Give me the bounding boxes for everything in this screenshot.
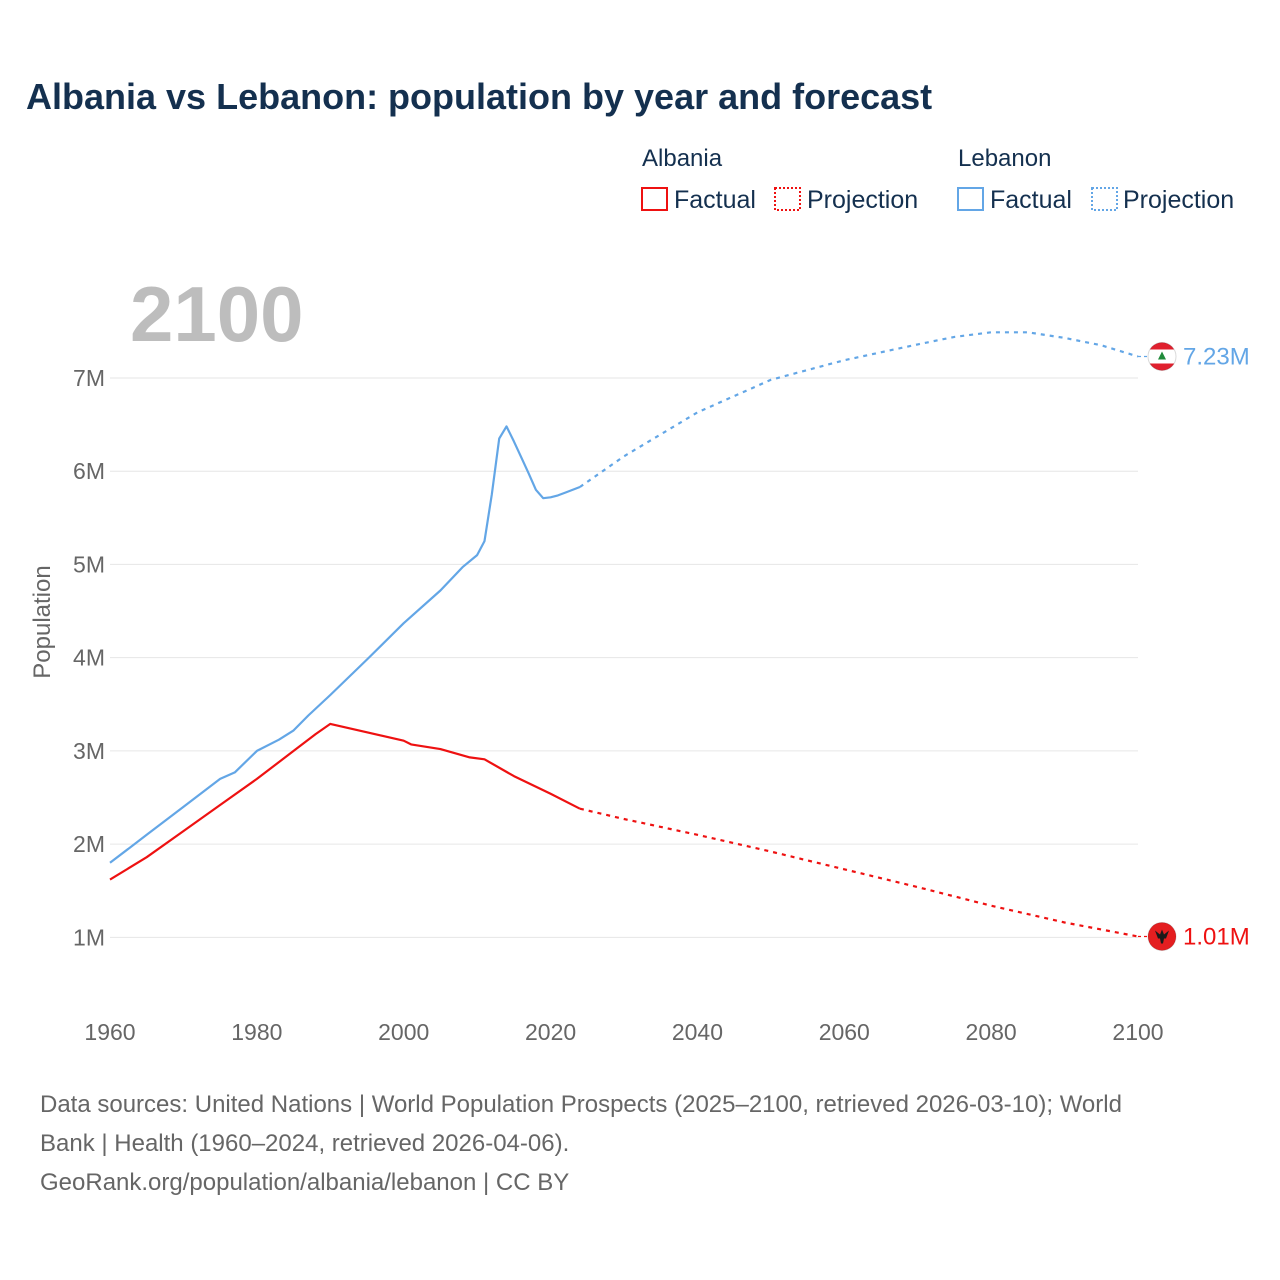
y-axis-ticks: 1M 2M 3M 4M 5M 6M 7M (73, 365, 105, 950)
legend-label-lebanon-factual: Factual (990, 186, 1072, 214)
y-axis-label: Population (29, 565, 56, 678)
source-line-2: Bank | Health (1960–2024, retrieved 2026… (40, 1130, 569, 1157)
x-tick-label: 2080 (966, 1019, 1017, 1045)
legend: Albania Factual Projection Lebanon Factu… (641, 145, 1234, 214)
y-tick-label: 7M (73, 365, 105, 391)
lebanon-projection-line (579, 331, 1139, 488)
y-tick-label: 2M (73, 831, 105, 857)
y-tick-label: 4M (73, 645, 105, 671)
x-tick-label: 2000 (378, 1019, 429, 1045)
legend-swatch-albania-projection (774, 187, 801, 211)
legend-swatch-lebanon-factual (957, 187, 984, 211)
legend-swatch-lebanon-projection (1091, 187, 1118, 211)
x-tick-label: 2060 (819, 1019, 870, 1045)
albania-projection-line (579, 807, 1139, 938)
lebanon-end-label: 7.23M (1183, 344, 1250, 371)
lebanon-flag-icon (1147, 342, 1177, 371)
source-line-3: GeoRank.org/population/albania/lebanon |… (40, 1169, 569, 1196)
legend-label-albania-factual: Factual (674, 186, 756, 214)
end-markers: 1.01M 7.23M (1138, 342, 1250, 951)
albania-factual-line (109, 722, 581, 881)
x-axis-ticks: 1960 1980 2000 2020 2040 2060 2080 2100 (84, 1019, 1163, 1045)
albania-flag-icon (1147, 921, 1177, 951)
legend-label-lebanon-projection: Projection (1123, 186, 1234, 214)
y-tick-label: 6M (73, 458, 105, 484)
legend-label-albania-projection: Projection (807, 186, 918, 214)
y-tick-label: 5M (73, 551, 105, 577)
y-tick-label: 3M (73, 738, 105, 764)
x-tick-label: 2040 (672, 1019, 723, 1045)
legend-group-albania: Albania (642, 145, 723, 172)
x-tick-label: 2020 (525, 1019, 576, 1045)
series-layer (109, 331, 1139, 938)
source-line-1: Data sources: United Nations | World Pop… (40, 1091, 1122, 1118)
legend-swatch-albania-factual (641, 187, 668, 211)
y-tick-label: 1M (73, 924, 105, 950)
gridlines (110, 377, 1138, 938)
x-tick-label: 1980 (231, 1019, 282, 1045)
x-tick-label: 2100 (1112, 1019, 1163, 1045)
x-tick-label: 1960 (84, 1019, 135, 1045)
lebanon-factual-line (109, 425, 581, 864)
legend-group-lebanon: Lebanon (958, 145, 1051, 172)
chart-title: Albania vs Lebanon: population by year a… (26, 76, 932, 117)
albania-end-label: 1.01M (1183, 923, 1250, 950)
year-label: 2100 (130, 270, 304, 358)
